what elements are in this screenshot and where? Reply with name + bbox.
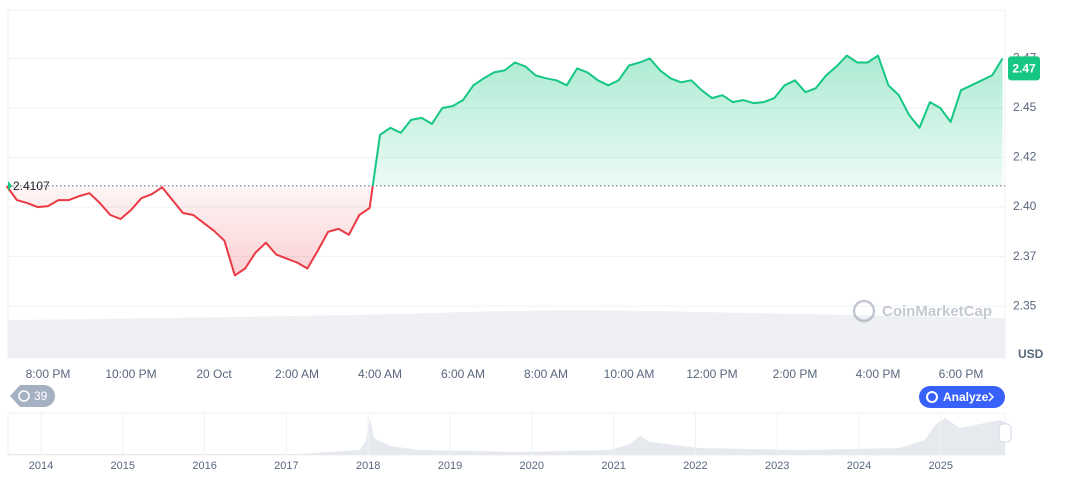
price-tag-label: 2.47 — [1012, 62, 1036, 76]
y-tick-label: 2.37 — [1013, 249, 1037, 263]
baseline-marker — [8, 180, 12, 191]
navigator: 2014 2015 2016 2017 2018 2019 2020 2021 2022 2023… — [7, 412, 1012, 472]
y-tick-label: 2.40 — [1013, 199, 1037, 213]
watermark: CoinMarketCap — [852, 299, 992, 323]
navigator-year: 2024 — [847, 460, 871, 472]
navigator-year: 2020 — [520, 460, 544, 472]
navigator-year: 2018 — [356, 460, 380, 472]
watermark-text: CoinMarketCap — [882, 303, 992, 320]
price-tag — [1008, 56, 1040, 81]
navigator-year: 2019 — [438, 460, 462, 472]
x-tick-label: 6:00 AM — [441, 367, 485, 381]
navigator-handle[interactable] — [998, 423, 1012, 443]
x-tick-label: 10:00 AM — [604, 367, 655, 381]
y-tick-label: 2.42 — [1013, 150, 1037, 164]
y-tick-label: 2.35 — [1013, 298, 1037, 312]
price-line — [5, 54, 1004, 277]
currency-label: USD — [1018, 347, 1044, 361]
x-tick-label: 10:00 PM — [105, 367, 156, 381]
badge[interactable]: 39 — [10, 385, 55, 407]
plot: 2.35 2.37 2.40 2.42 2.45 2.47 8:00 PM 10:00 PM 2… — [5, 51, 1040, 381]
analyze-button[interactable]: Analyze — [919, 386, 1005, 408]
badge-text: 39 — [34, 389, 48, 403]
x-tick-label: 6:00 PM — [939, 367, 984, 381]
navigator-area — [8, 418, 1005, 455]
volume-area — [8, 310, 1005, 358]
button-text: Analyze — [943, 390, 989, 404]
navigator-year: 2015 — [111, 460, 135, 472]
x-tick-label: 4:00 PM — [856, 367, 901, 381]
x-tick-label: 2:00 PM — [773, 367, 818, 381]
x-tick-label: 8:00 AM — [524, 367, 568, 381]
navigator-year: 2023 — [765, 460, 789, 472]
x-tick-label: 2:00 AM — [275, 367, 319, 381]
navigator-year: 2016 — [192, 460, 216, 472]
x-tick-label: 4:00 AM — [358, 367, 402, 381]
y-tick-label: 2.45 — [1013, 100, 1037, 114]
x-tick-label: 12:00 PM — [686, 367, 737, 381]
x-tick-label: 20 Oct — [196, 367, 232, 381]
baseline-label: 2.4107 — [13, 179, 50, 193]
area — [6, 55, 1003, 276]
navigator-year: 2021 — [601, 460, 625, 472]
navigator-year: 2025 — [929, 460, 953, 472]
navigator-year: 2022 — [683, 460, 707, 472]
navigator-year: 2014 — [29, 460, 53, 472]
x-tick-label: 8:00 PM — [26, 367, 71, 381]
navigator-year: 2017 — [274, 460, 298, 472]
